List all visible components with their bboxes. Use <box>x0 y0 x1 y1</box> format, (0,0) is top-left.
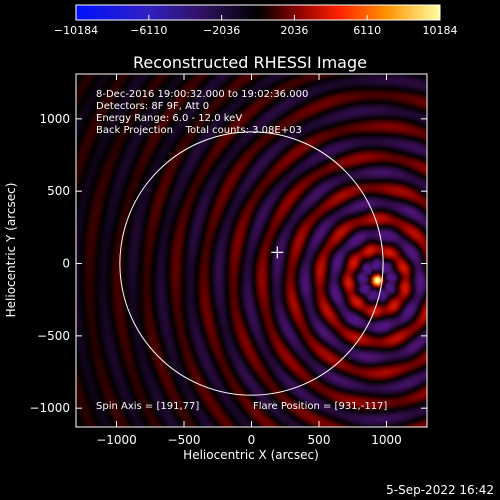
colorbar-bar <box>75 4 441 21</box>
flare-position-label: Flare Position = [931,-117] <box>253 401 387 412</box>
x-tick-label: 500 <box>308 433 331 447</box>
axis-ticks: −1000 −500 0 500 1000 −1000 −500 0 500 1000 <box>29 74 427 447</box>
x-tick-label: 1000 <box>371 433 402 447</box>
spin-axis-label: Spin Axis = [191,77] <box>96 401 199 412</box>
x-tick-label: −500 <box>168 433 201 447</box>
solar-disk-limb <box>119 131 384 396</box>
info-line-4: Back Projection Total counts: 3.08E+03 <box>96 125 302 136</box>
colorbar-tick-label: −2036 <box>203 24 240 37</box>
chart-title: Reconstructed RHESSI Image <box>133 53 367 72</box>
y-axis-label: Heliocentric Y (arcsec) <box>4 183 18 318</box>
colorbar-tick-label: −10184 <box>54 24 98 37</box>
heatmap-image <box>76 74 427 427</box>
plot-area: −1000 −500 0 500 1000 −1000 −500 0 500 1000 8-Dec… <box>29 73 428 447</box>
info-line-2: Detectors: 8F 9F, Att 0 <box>96 101 209 112</box>
colorbar-tick-label: 2036 <box>280 24 308 37</box>
colorbar-ticks: −10184 −6110 −2036 2036 6110 10184 <box>54 15 458 37</box>
colorbar-tick-label: 10184 <box>423 24 458 37</box>
y-tick-label: 0 <box>62 257 70 271</box>
spin-axis-marker <box>271 246 284 259</box>
x-tick-label: 0 <box>248 433 256 447</box>
info-line-1: 8-Dec-2016 19:00:32.000 to 19:02:36.000 <box>96 89 308 100</box>
x-axis-label: Heliocentric X (arcsec) <box>183 448 319 462</box>
colorbar-tick-label: −6110 <box>130 24 167 37</box>
y-tick-label: 500 <box>47 184 70 198</box>
colorbar: −10184 −6110 −2036 2036 6110 10184 <box>54 4 458 37</box>
y-tick-label: −1000 <box>29 401 70 415</box>
x-tick-label: −1000 <box>96 433 137 447</box>
colorbar-tick-label: 6110 <box>353 24 381 37</box>
info-line-3: Energy Range: 6.0 - 12.0 keV <box>96 113 242 124</box>
y-tick-label: 1000 <box>39 112 70 126</box>
y-tick-label: −500 <box>37 329 70 343</box>
timestamp: 5-Sep-2022 16:42 <box>386 483 494 497</box>
